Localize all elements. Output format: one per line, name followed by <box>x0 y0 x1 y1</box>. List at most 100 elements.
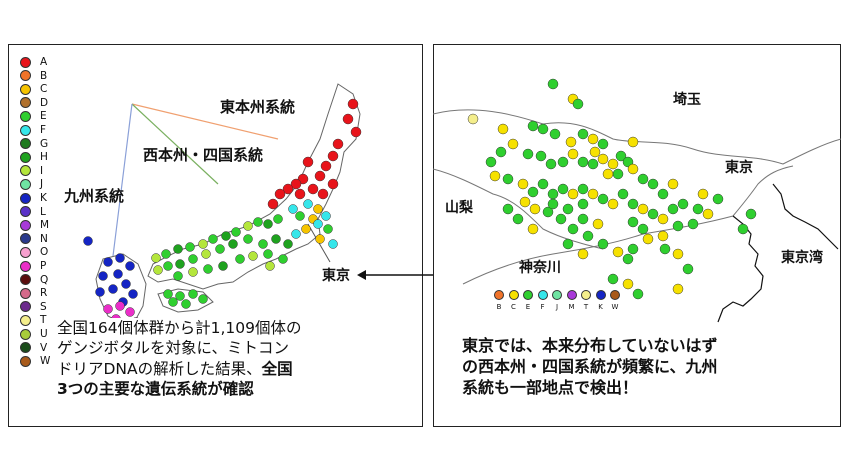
legend-dot <box>20 301 31 313</box>
tokyo-population-dot <box>657 188 669 200</box>
tokyo-population-dot <box>637 173 649 185</box>
cluster-legend-item: B <box>493 290 505 311</box>
tokyo-population-dot <box>577 156 589 168</box>
population-dot <box>301 224 311 234</box>
saitama-boundary <box>433 109 841 165</box>
tokyo-population-dot <box>495 146 507 158</box>
tokyo-population-dot <box>567 188 579 200</box>
population-dot <box>320 160 332 172</box>
tokyo-population-dot <box>627 163 639 175</box>
legend-item: M <box>20 219 49 231</box>
population-dot <box>115 253 125 263</box>
tokyo-population-dot <box>587 188 599 200</box>
legend-label: M <box>40 219 50 232</box>
coast-segment-2 <box>772 183 839 250</box>
legend-dot <box>20 56 31 68</box>
population-dot <box>288 204 298 214</box>
tokyo-population-dot <box>555 213 567 225</box>
tokyo-population-dot <box>592 218 604 230</box>
tokyo-bay-coast <box>717 215 764 323</box>
cluster-legend-item: F <box>537 290 549 311</box>
legend-label: H <box>40 151 48 164</box>
population-dot <box>121 279 131 289</box>
legend-label: T <box>40 314 47 327</box>
population-dot <box>151 253 161 263</box>
cluster-legend-item: K <box>595 290 607 311</box>
population-dot <box>263 249 273 259</box>
left-caption-line-3-normal: ドリアDNAの解析した結果、 <box>57 359 262 378</box>
tokyo-population-dot <box>615 150 627 162</box>
population-dot <box>321 211 331 221</box>
legend-label: D <box>40 96 49 109</box>
cluster-legend-dot <box>552 290 562 300</box>
legend-dot <box>20 342 31 354</box>
population-dot <box>173 271 183 281</box>
population-dot <box>228 239 238 249</box>
legend-item: R <box>20 287 47 299</box>
tokyo-population-dot <box>549 128 561 140</box>
left-caption-line-1: 全国164個体群から計1,109個体の <box>57 319 302 337</box>
legend-label: O <box>40 246 49 259</box>
tokyo-population-dot <box>542 206 554 218</box>
legend-label: U <box>40 328 48 340</box>
legend-label: V <box>40 341 48 354</box>
population-dot <box>271 234 281 244</box>
tokyo-map: 埼玉 東京 山梨 神奈川 東京湾 <box>433 78 841 323</box>
population-dot <box>313 204 323 214</box>
cluster-legend-label: T <box>583 303 589 311</box>
cluster-legend-item: T <box>580 290 592 311</box>
kyushu-lineage-line <box>112 103 133 257</box>
tokyo-population-dot <box>527 186 539 198</box>
tokyo-population-dot <box>519 196 531 208</box>
tokyo-population-dot <box>657 213 669 225</box>
tokyo-population-dot <box>637 203 649 215</box>
yamanashi-label: 山梨 <box>445 199 474 216</box>
legend-item: W <box>20 355 50 367</box>
left-caption-line-3: ドリアDNAの解析した結果、全国 <box>57 359 407 379</box>
legend-dot <box>20 165 31 177</box>
tokyo-population-dot <box>607 158 619 170</box>
population-dot <box>188 254 198 264</box>
legend-item: P <box>20 260 46 272</box>
tokyo-population-dot <box>597 153 609 165</box>
legend-dot <box>20 328 31 340</box>
legend-item: G <box>20 138 48 150</box>
tokyo-population-dot <box>527 223 539 235</box>
cluster-legend-label: F <box>540 303 545 311</box>
population-dot <box>278 254 288 264</box>
tokyo-population-dot <box>537 123 549 135</box>
population-dot <box>274 188 286 200</box>
population-dot <box>265 261 275 271</box>
tokyo-population-dot <box>712 193 724 205</box>
tokyo-population-dot <box>622 253 634 265</box>
tokyo-population-dot <box>597 193 609 205</box>
population-dot <box>103 257 113 267</box>
population-dot <box>175 259 185 269</box>
population-dot <box>198 294 208 304</box>
population-dot <box>185 242 195 252</box>
legend-label: J <box>40 178 44 191</box>
population-dot <box>188 267 198 277</box>
left-caption-line-4: 3つの主要な遺伝系統が確認 <box>57 380 254 399</box>
legend-label: F <box>40 124 47 136</box>
tokyo-population-dot <box>737 223 749 235</box>
population-dot <box>231 227 241 237</box>
tokyo-population-dot <box>692 203 704 215</box>
legend-item: E <box>20 110 47 122</box>
legend-dot <box>20 83 31 95</box>
tokyo-population-dot <box>567 148 579 160</box>
tokyo-population-dot <box>642 233 654 245</box>
tokyo-population-dot <box>547 198 559 210</box>
tokyo-population-dot <box>627 136 639 148</box>
tokyo-population-dot <box>672 220 684 232</box>
tokyo-population-dot <box>672 248 684 260</box>
tokyo-population-dot <box>617 188 629 200</box>
population-dot <box>161 249 171 259</box>
legend-dot <box>20 192 31 204</box>
legend-dot <box>20 287 31 299</box>
population-dot <box>273 214 283 224</box>
legend-item: V <box>20 342 47 354</box>
population-dot <box>302 156 314 168</box>
population-dot <box>115 301 125 311</box>
tokyo-population-dot <box>702 208 714 220</box>
